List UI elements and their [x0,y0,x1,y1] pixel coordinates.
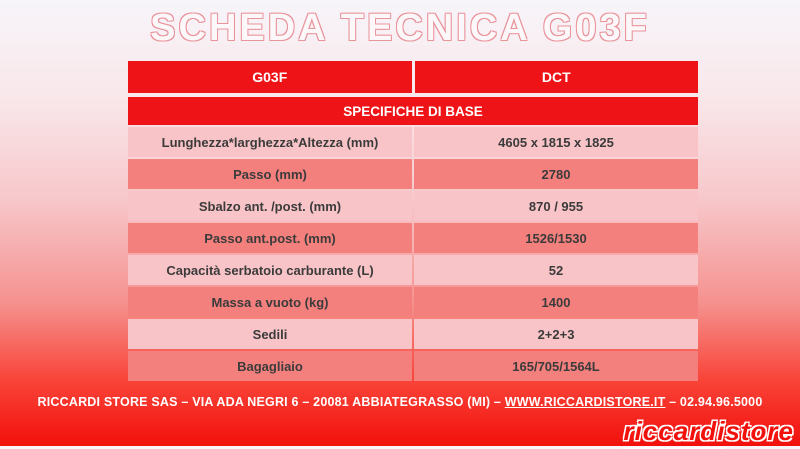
table-row: Bagagliaio 165/705/1564L [128,351,698,381]
column-header-g03f: G03F [128,61,412,93]
table-row: Capacità serbatoio carburante (L) 52 [128,255,698,285]
row-label: Capacità serbatoio carburante (L) [128,255,412,285]
row-value: 4605 x 1815 x 1825 [414,127,698,157]
column-header-dct: DCT [414,61,698,93]
logo-part-riccardi: riccardi [623,416,726,449]
table-row: Sedili 2+2+3 [128,319,698,349]
row-label: Passo (mm) [128,159,412,189]
row-value: 870 / 955 [414,191,698,221]
row-label: Lunghezza*larghezza*Altezza (mm) [128,127,412,157]
row-value: 165/705/1564L [414,351,698,381]
row-value: 1400 [414,287,698,317]
table-row: Passo ant.post. (mm) 1526/1530 [128,223,698,253]
footer-text-after: – 02.94.96.5000 [665,395,763,409]
row-label: Sbalzo ant. /post. (mm) [128,191,412,221]
table-body: Lunghezza*larghezza*Altezza (mm) 4605 x … [128,127,698,381]
row-label: Sedili [128,319,412,349]
table-row: Passo (mm) 2780 [128,159,698,189]
table-row: Sbalzo ant. /post. (mm) 870 / 955 [128,191,698,221]
table-row: Massa a vuoto (kg) 1400 [128,287,698,317]
riccardistore-logo: riccardistore [623,416,794,449]
row-value: 2+2+3 [414,319,698,349]
row-label: Bagagliaio [128,351,412,381]
footer-text-before: RICCARDI STORE SAS – VIA ADA NEGRI 6 – 2… [37,395,505,409]
footer-website-link[interactable]: WWW.RICCARDISTORE.IT [504,395,666,409]
spec-table: G03F DCT SPECIFICHE DI BASE Lunghezza*la… [128,61,698,381]
logo-part-store: store [725,416,794,446]
table-row: Lunghezza*larghezza*Altezza (mm) 4605 x … [128,127,698,157]
footer-contact-line: RICCARDI STORE SAS – VIA ADA NEGRI 6 – 2… [0,395,800,409]
row-label: Massa a vuoto (kg) [128,287,412,317]
row-value: 2780 [414,159,698,189]
table-header-row: G03F DCT [128,61,698,93]
page-title: SCHEDA TECNICA G03F [150,7,650,49]
row-value: 52 [414,255,698,285]
section-header: SPECIFICHE DI BASE [128,97,698,125]
row-value: 1526/1530 [414,223,698,253]
row-label: Passo ant.post. (mm) [128,223,412,253]
